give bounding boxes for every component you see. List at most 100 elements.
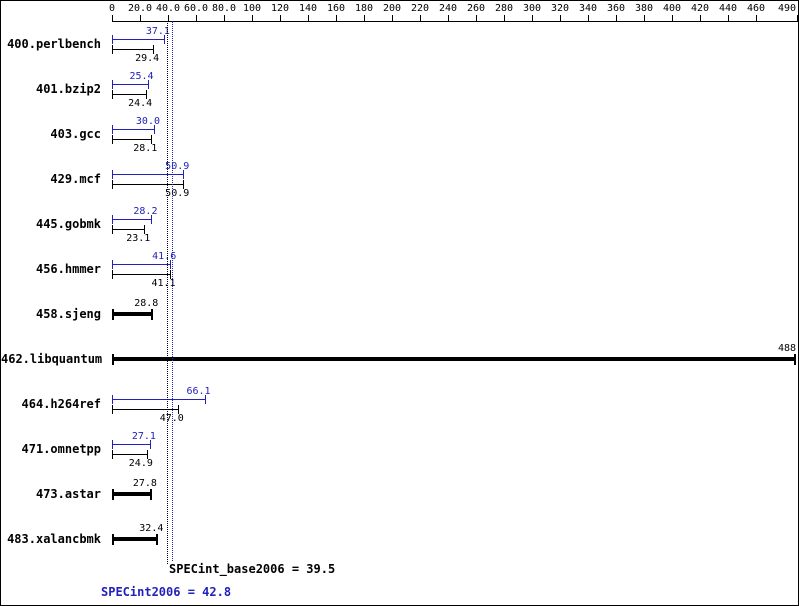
base-bar-start-tick — [112, 450, 113, 459]
base-bar-start-tick — [112, 135, 113, 144]
benchmark-label: 471.omnetpp — [21, 442, 101, 456]
axis-tick-label: 160 — [326, 3, 346, 14]
peak-bar-start-tick — [112, 260, 113, 269]
axis-tick — [797, 15, 798, 21]
base-bar-end-tick — [794, 354, 797, 365]
peak-bar — [112, 84, 148, 85]
peak-bar — [112, 264, 171, 265]
base-value: 23.1 — [126, 233, 151, 244]
peak-bar — [112, 219, 152, 220]
axis-tick-label: 360 — [606, 3, 626, 14]
base-bar-start-tick — [112, 180, 113, 189]
peak-bar-start-tick — [112, 35, 113, 44]
peak-bar-end-tick — [183, 170, 185, 179]
axis-tick-label: 140 — [298, 3, 318, 14]
base-bar-start-tick — [112, 534, 114, 545]
peak-bar-end-tick — [204, 395, 206, 404]
base-bar — [112, 357, 796, 361]
axis-tick-label: 440 — [718, 3, 738, 14]
peak-bar-end-tick — [170, 260, 172, 269]
base-value: 47.0 — [159, 413, 184, 424]
base-bar-end-tick — [169, 270, 171, 279]
axis-tick — [588, 15, 589, 21]
axis-tick — [700, 15, 701, 21]
axis-tick-label: 380 — [634, 3, 654, 14]
base-value: 41.1 — [151, 278, 176, 289]
axis-tick — [532, 15, 533, 21]
base-value: 27.8 — [132, 478, 157, 489]
peak-bar-end-tick — [147, 80, 149, 89]
base-bar — [112, 409, 178, 410]
axis-tick-label: 260 — [466, 3, 486, 14]
peak-bar-end-tick — [163, 35, 165, 44]
base-bar-start-tick — [112, 309, 114, 320]
base-bar — [112, 184, 184, 185]
peak-bar — [112, 174, 184, 175]
peak-value: 30.0 — [135, 116, 160, 127]
base-bar — [112, 312, 153, 316]
benchmark-label: 462.libquantum — [1, 352, 103, 366]
axis-tick — [616, 15, 617, 21]
base-value: 29.4 — [135, 53, 160, 64]
benchmark-label: 458.sjeng — [35, 307, 101, 321]
benchmark-label: 400.perlbench — [7, 37, 101, 51]
axis-tick — [756, 15, 757, 21]
axis-tick-label: 320 — [550, 3, 570, 14]
peak-value: 37.1 — [145, 26, 170, 37]
peak-bar-end-tick — [149, 440, 151, 449]
axis-tick-label: 420 — [690, 3, 710, 14]
base-bar-end-tick — [156, 534, 159, 545]
axis-tick — [504, 15, 505, 21]
base-bar-end-tick — [144, 225, 146, 234]
axis-tick-label: 180 — [354, 3, 374, 14]
axis-tick — [280, 15, 281, 21]
peak-bar — [112, 399, 205, 400]
base-bar-start-tick — [112, 90, 113, 99]
peak-bar-start-tick — [112, 395, 113, 404]
axis-tick — [140, 15, 141, 21]
base-bar — [112, 492, 151, 496]
base-value: 24.9 — [128, 458, 153, 469]
peak-value: 25.4 — [129, 71, 154, 82]
benchmark-label: 483.xalancbmk — [7, 532, 101, 546]
mean-label-peak: SPECint2006 = 42.8 — [101, 585, 232, 599]
peak-value: 66.1 — [186, 386, 211, 397]
peak-bar-start-tick — [112, 440, 113, 449]
peak-bar-start-tick — [112, 125, 113, 134]
mean-label-base: SPECint_base2006 = 39.5 — [169, 562, 336, 576]
base-value: 24.4 — [128, 98, 153, 109]
axis-tick-label: 60.0 — [183, 3, 209, 14]
axis-tick — [196, 15, 197, 21]
base-bar-end-tick — [177, 405, 179, 414]
peak-bar-end-tick — [151, 215, 153, 224]
benchmark-label: 429.mcf — [50, 172, 101, 186]
axis-tick-label: 220 — [410, 3, 430, 14]
axis-tick-label: 40.0 — [155, 3, 181, 14]
base-value: 28.8 — [134, 298, 159, 309]
benchmark-label: 403.gcc — [50, 127, 101, 141]
mean-line-peak — [172, 21, 173, 561]
axis-tick-label: 460 — [746, 3, 766, 14]
axis-tick-label: 120 — [270, 3, 290, 14]
axis-tick-label: 100 — [242, 3, 262, 14]
mean-line-base — [167, 21, 168, 564]
base-bar-start-tick — [112, 225, 113, 234]
peak-bar-start-tick — [112, 215, 113, 224]
axis-tick — [644, 15, 645, 21]
base-bar-end-tick — [146, 450, 148, 459]
base-bar-start-tick — [112, 354, 114, 365]
benchmark-label: 464.h264ref — [21, 397, 101, 411]
axis-tick — [252, 15, 253, 21]
axis-tick — [112, 15, 113, 21]
axis-tick — [168, 15, 169, 21]
axis-tick-label: 20.0 — [127, 3, 153, 14]
base-bar-end-tick — [151, 309, 154, 320]
base-value: 28.1 — [133, 143, 158, 154]
benchmark-label: 445.gobmk — [35, 217, 101, 231]
axis-tick-label: 240 — [438, 3, 458, 14]
axis-tick — [672, 15, 673, 21]
base-bar-end-tick — [151, 135, 153, 144]
base-bar-start-tick — [112, 45, 113, 54]
base-bar-end-tick — [183, 180, 185, 189]
axis-tick-label: 340 — [578, 3, 598, 14]
